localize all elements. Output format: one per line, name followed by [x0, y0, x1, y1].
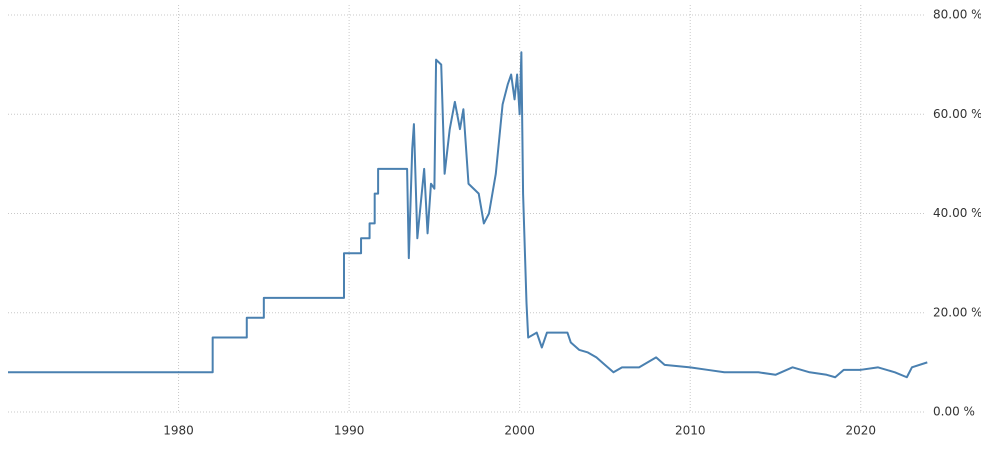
data-line: [8, 51, 928, 379]
y-tick-label: 20.00 %: [933, 305, 981, 319]
x-tick-label: 2000: [504, 424, 535, 438]
y-tick-label: 60.00 %: [933, 107, 981, 121]
x-tick-label: 2020: [846, 424, 877, 438]
y-tick-label: 0.00 %: [933, 405, 975, 419]
y-tick-label: 40.00 %: [933, 206, 981, 220]
x-tick-label: 2010: [675, 424, 706, 438]
x-tick-label: 1990: [334, 424, 365, 438]
y-tick-label: 80.00 %: [933, 8, 981, 22]
x-tick-label: 1980: [163, 424, 194, 438]
